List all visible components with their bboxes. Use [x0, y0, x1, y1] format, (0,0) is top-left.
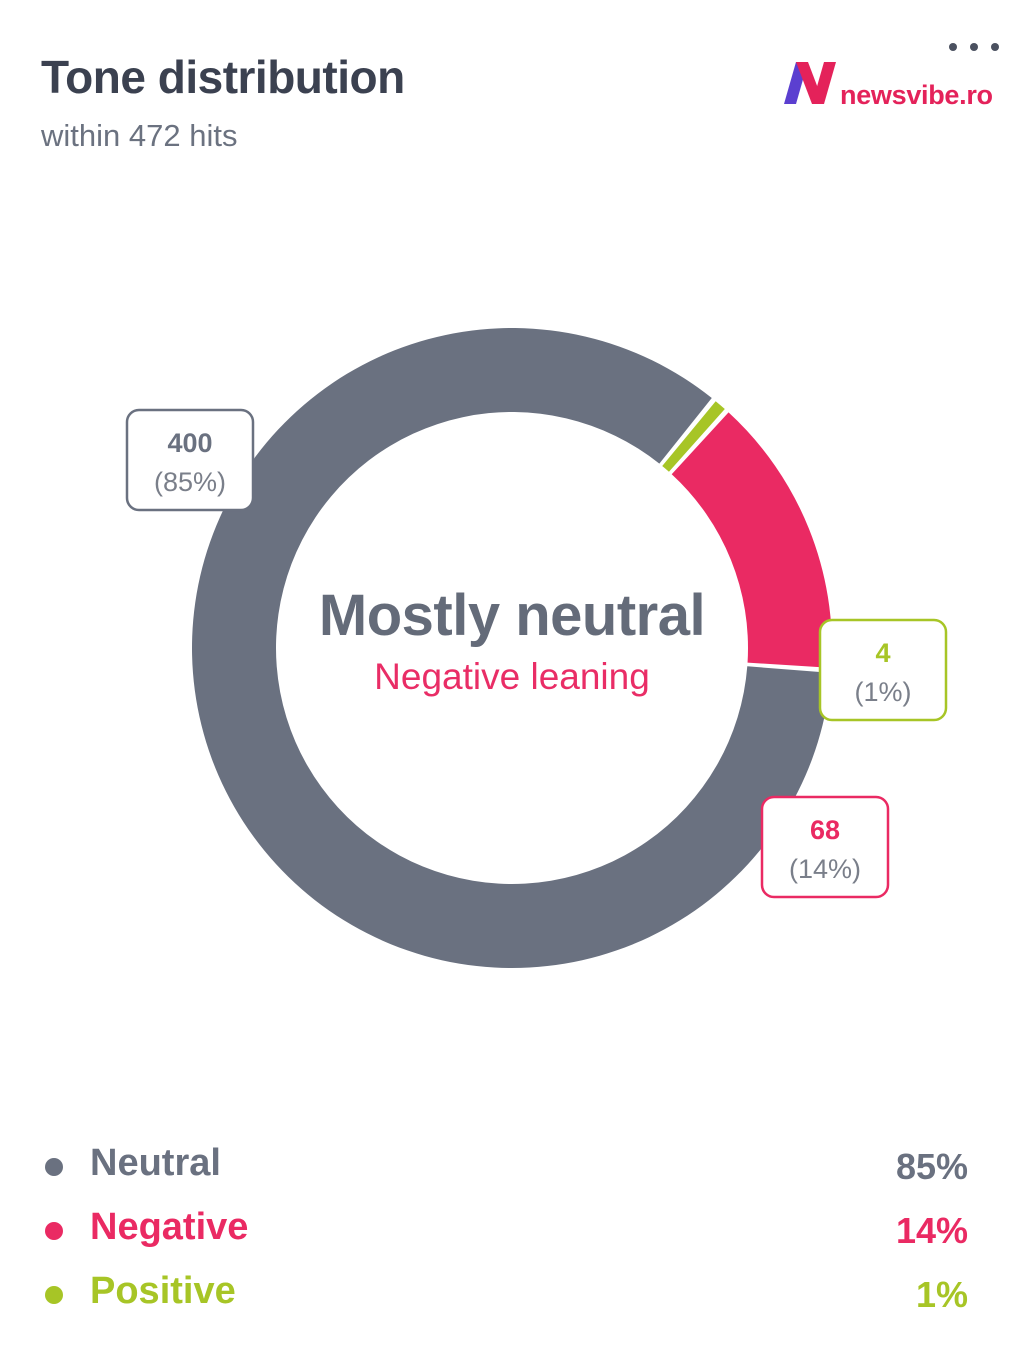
data-label-count: 400	[167, 428, 212, 458]
data-label-count: 68	[810, 815, 840, 845]
slice-positive[interactable]	[662, 401, 725, 472]
more-options-icon[interactable]	[949, 32, 999, 62]
legend-label-positive: Positive	[90, 1270, 236, 1312]
chart-title: Tone distribution	[41, 51, 405, 103]
legend-bullet-neutral	[45, 1158, 63, 1176]
data-label-percent: (85%)	[154, 467, 226, 497]
data-label-percent: (1%)	[854, 677, 911, 707]
legend-bullet-negative	[45, 1222, 63, 1240]
data-label-neutral: 400 (85%)	[125, 408, 255, 512]
slice-negative[interactable]	[671, 412, 833, 668]
data-label-box	[818, 618, 948, 722]
menu-dot	[949, 43, 957, 51]
data-label-box	[125, 408, 255, 512]
data-label-positive: 4 (1%)	[818, 618, 948, 722]
legend-value-neutral: 85%	[895, 1146, 968, 1187]
tone-summary: Mostly neutral	[318, 583, 706, 648]
legend-value-positive: 1%	[915, 1274, 968, 1315]
legend: Neutral 85% Negative 14% Positive 1%	[42, 1138, 972, 1330]
data-label-percent: (14%)	[789, 854, 861, 884]
data-label-negative: 68 (14%)	[760, 795, 890, 899]
legend-label-neutral: Neutral	[90, 1142, 221, 1184]
legend-label-negative: Negative	[90, 1206, 249, 1248]
data-label-count: 4	[875, 638, 890, 668]
tone-leaning: Negative leaning	[374, 656, 650, 697]
chart-subtitle: within 472 hits	[41, 118, 238, 153]
legend-value-negative: 14%	[895, 1210, 968, 1251]
legend-item-negative[interactable]: Negative 14%	[42, 1202, 972, 1266]
legend-item-neutral[interactable]: Neutral 85%	[42, 1138, 972, 1202]
legend-item-positive[interactable]: Positive 1%	[42, 1266, 972, 1330]
menu-dot	[970, 43, 978, 51]
newsvibe-logo-icon	[784, 62, 836, 104]
newsvibe-logo: newsvibe.ro	[782, 58, 1012, 110]
donut-chart: 400 (85%) 4 (1%) 68 (14%)	[125, 327, 948, 968]
legend-bullet-positive	[45, 1286, 63, 1304]
brand-name: newsvibe.ro	[840, 80, 993, 110]
data-label-box	[760, 795, 890, 899]
menu-dot	[991, 43, 999, 51]
